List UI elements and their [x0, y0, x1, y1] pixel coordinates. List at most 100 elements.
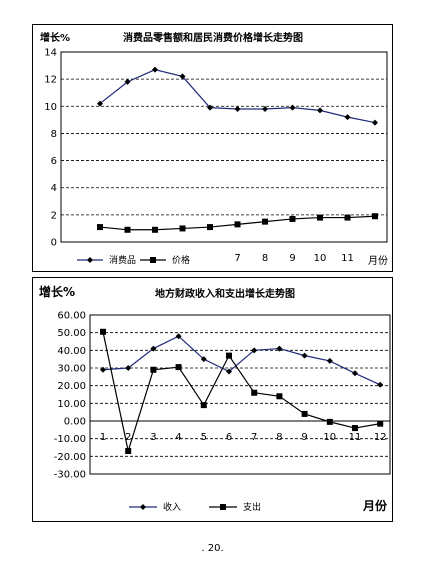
series-line-1 [99, 69, 376, 124]
data-point [179, 73, 186, 80]
x-tick-label: 7 [251, 432, 257, 443]
chart-panel-retail-price: 消费品零售额和居民消费价格增长走势图 增长% 0 2 4 6 8 10 12 14 7 8 9 10 11 月… [32, 24, 393, 272]
y-axis-label: 增长% [39, 284, 75, 299]
data-point [377, 420, 384, 427]
plot-frame [89, 314, 391, 475]
y-tick-label: 2 [51, 210, 57, 221]
data-point [344, 114, 351, 121]
data-point [352, 425, 358, 432]
x-tick-label: 1 [100, 432, 106, 443]
data-point [152, 66, 158, 73]
data-point [150, 366, 157, 373]
data-point [276, 345, 283, 352]
data-point [207, 224, 213, 231]
y-tick-label: -10.00 [54, 434, 86, 445]
legend-marker [140, 504, 146, 510]
data-point [200, 356, 207, 363]
data-point [125, 365, 132, 371]
data-point [344, 214, 351, 221]
legend-label: 价格 [172, 254, 190, 266]
x-tick-label: 8 [276, 432, 282, 443]
data-point [372, 213, 378, 220]
plot-frame [60, 51, 388, 243]
y-tick-label: 0 [51, 238, 57, 249]
y-tick-label: 30.00 [57, 364, 86, 375]
data-point [289, 104, 296, 111]
series-line-2 [102, 331, 381, 454]
legend-label: 收入 [163, 501, 181, 513]
x-tick-label: 3 [150, 432, 156, 443]
data-point [262, 218, 268, 225]
data-point [97, 224, 103, 231]
x-tick-label: 2 [125, 432, 131, 443]
data-point [326, 357, 333, 364]
chart-title: 消费品零售额和居民消费价格增长走势图 [123, 31, 303, 44]
y-tick-label: 40.00 [57, 346, 86, 357]
x-tick-label: 11 [349, 432, 362, 443]
y-tick-label: -20.00 [54, 452, 86, 463]
x-axis-label: 月份 [368, 255, 388, 267]
y-tick-label: 60.00 [57, 311, 86, 322]
data-point [234, 221, 241, 228]
data-point [317, 107, 323, 114]
x-tick-label: 6 [226, 432, 232, 443]
x-tick-label: 4 [175, 432, 181, 443]
data-point [234, 106, 241, 112]
data-point [124, 226, 131, 233]
data-point [251, 347, 258, 354]
legend-marker [87, 257, 93, 263]
y-tick-label: 0.00 [64, 417, 86, 428]
x-tick-label: 8 [262, 253, 268, 264]
data-point [352, 370, 358, 377]
x-tick-label: 10 [314, 253, 327, 264]
y-axis-label: 增长% [40, 31, 70, 44]
data-point [175, 333, 182, 340]
data-point [124, 78, 131, 85]
fiscal-chart: 地方财政收入和支出增长走势图增长%60.0050.0040.0030.0020.… [39, 284, 391, 513]
retail-price-chart: 消费品零售额和居民消费价格增长走势图 增长% 0 2 4 6 8 10 12 14 7 8 9 10 11 月… [40, 31, 388, 267]
data-point [179, 225, 186, 232]
x-tick-label: 5 [201, 432, 207, 443]
y-tick-label: 8 [51, 129, 57, 140]
y-tick-label: 4 [51, 183, 57, 194]
x-axis-label: 月份 [362, 498, 388, 513]
data-point [276, 393, 283, 400]
chart-panel-fiscal: 地方财政收入和支出增长走势图 增长% 60.00 50.00 40.00 30.00 20.… [32, 277, 393, 522]
legend-marker [150, 257, 156, 263]
legend-marker [220, 504, 226, 510]
x-tick-label: 12 [374, 432, 387, 443]
data-point [150, 345, 157, 352]
data-point [175, 364, 182, 371]
data-point [251, 389, 258, 396]
y-tick-label: 12 [44, 75, 57, 86]
legend-label: 支出 [243, 501, 261, 513]
data-point [289, 215, 296, 222]
y-tick-label: 50.00 [57, 328, 86, 339]
legend-label: 消费品 [109, 254, 136, 266]
data-point [152, 226, 158, 233]
x-tick-label: 9 [289, 253, 295, 264]
data-point [226, 368, 232, 375]
data-point [317, 214, 323, 221]
data-point [100, 366, 106, 373]
data-point [372, 119, 378, 126]
y-tick-label: 14 [44, 48, 57, 59]
data-point [377, 381, 384, 388]
data-point [125, 448, 132, 455]
y-tick-label: 10 [44, 102, 57, 113]
chart-title: 地方财政收入和支出增长走势图 [155, 287, 295, 300]
data-point [262, 106, 268, 112]
x-tick-label: 9 [301, 432, 307, 443]
data-point [326, 418, 333, 425]
y-tick-label: 20.00 [57, 381, 86, 392]
data-point [200, 402, 207, 409]
series-line-1 [102, 335, 381, 386]
page-number: . 20. [201, 543, 224, 554]
y-tick-label: 6 [51, 156, 57, 167]
data-point [301, 352, 308, 359]
y-tick-label: -30.00 [54, 470, 86, 481]
y-tick-label: 10.00 [57, 399, 86, 410]
data-point [226, 352, 232, 359]
data-point [207, 104, 213, 111]
x-tick-label: 10 [323, 432, 336, 443]
